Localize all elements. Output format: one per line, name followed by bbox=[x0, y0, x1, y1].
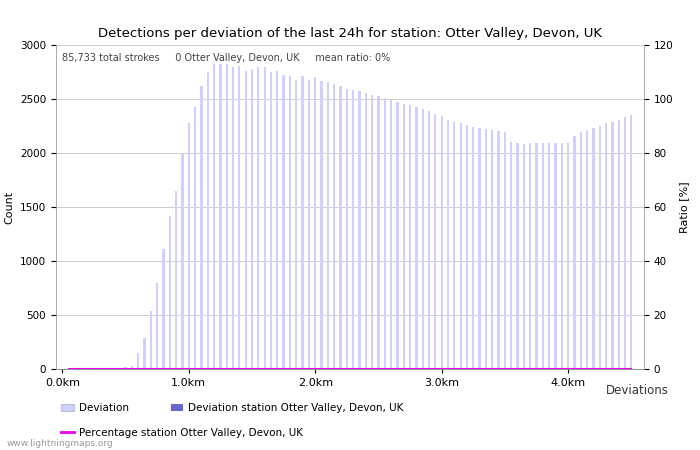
Bar bbox=[529, 143, 531, 369]
Bar bbox=[567, 143, 569, 369]
Bar bbox=[327, 82, 329, 369]
Bar bbox=[630, 115, 633, 369]
Bar bbox=[371, 94, 373, 369]
Bar bbox=[390, 100, 392, 369]
Bar bbox=[440, 116, 443, 369]
Bar bbox=[447, 120, 449, 369]
Bar bbox=[586, 130, 588, 369]
Bar bbox=[434, 114, 437, 369]
Bar bbox=[466, 125, 468, 369]
Title: Detections per deviation of the last 24h for station: Otter Valley, Devon, UK: Detections per deviation of the last 24h… bbox=[98, 27, 602, 40]
Bar bbox=[573, 136, 575, 369]
Bar bbox=[409, 105, 411, 369]
Bar bbox=[225, 64, 228, 369]
Bar bbox=[162, 249, 164, 369]
Bar bbox=[459, 123, 462, 369]
Bar bbox=[276, 71, 279, 369]
Bar bbox=[333, 84, 335, 369]
Bar bbox=[213, 64, 215, 369]
Bar bbox=[340, 86, 342, 369]
Bar bbox=[592, 128, 594, 369]
Y-axis label: Ratio [%]: Ratio [%] bbox=[679, 181, 689, 233]
Bar bbox=[554, 143, 556, 369]
Bar bbox=[473, 127, 475, 369]
Bar bbox=[244, 71, 247, 369]
Legend: Percentage station Otter Valley, Devon, UK: Percentage station Otter Valley, Devon, … bbox=[61, 428, 303, 438]
Bar bbox=[605, 123, 607, 369]
Bar bbox=[358, 91, 361, 369]
Bar bbox=[144, 338, 146, 369]
Bar bbox=[611, 122, 613, 369]
Bar bbox=[617, 120, 620, 369]
Bar bbox=[415, 107, 417, 369]
Bar bbox=[314, 77, 316, 369]
Bar bbox=[510, 142, 512, 369]
Bar bbox=[283, 75, 285, 369]
Text: Deviations: Deviations bbox=[606, 384, 668, 397]
Bar bbox=[523, 144, 525, 369]
Bar bbox=[402, 104, 405, 369]
Bar bbox=[131, 366, 133, 369]
Bar bbox=[321, 81, 323, 369]
Bar bbox=[257, 67, 260, 369]
Bar bbox=[580, 132, 582, 369]
Bar bbox=[150, 310, 152, 369]
Bar bbox=[536, 143, 538, 369]
Bar bbox=[346, 89, 348, 369]
Bar bbox=[396, 102, 398, 369]
Bar bbox=[453, 122, 456, 369]
Bar bbox=[485, 129, 487, 369]
Bar bbox=[561, 143, 563, 369]
Y-axis label: Count: Count bbox=[4, 190, 15, 224]
Bar bbox=[137, 353, 139, 369]
Bar bbox=[251, 69, 253, 369]
Bar bbox=[181, 154, 183, 369]
Bar bbox=[504, 132, 506, 369]
Bar bbox=[302, 76, 304, 369]
Bar bbox=[517, 143, 519, 369]
Bar bbox=[421, 109, 424, 369]
Bar bbox=[598, 126, 601, 369]
Bar bbox=[219, 64, 221, 369]
Bar bbox=[624, 117, 626, 369]
Bar bbox=[491, 130, 494, 369]
Bar bbox=[308, 80, 310, 369]
Bar bbox=[194, 107, 196, 369]
Bar bbox=[175, 191, 177, 369]
Bar bbox=[479, 128, 481, 369]
Bar bbox=[232, 67, 235, 369]
Bar bbox=[295, 80, 298, 369]
Bar bbox=[289, 76, 291, 369]
Bar bbox=[188, 123, 190, 369]
Bar bbox=[169, 216, 171, 369]
Bar bbox=[238, 66, 241, 369]
Bar bbox=[542, 143, 544, 369]
Bar bbox=[156, 283, 158, 369]
Bar bbox=[125, 367, 127, 369]
Bar bbox=[270, 72, 272, 369]
Bar bbox=[498, 131, 500, 369]
Bar bbox=[384, 98, 386, 369]
Text: www.lightningmaps.org: www.lightningmaps.org bbox=[7, 439, 113, 448]
Bar bbox=[377, 96, 379, 369]
Bar bbox=[263, 67, 266, 369]
Bar bbox=[428, 111, 430, 369]
Bar bbox=[200, 86, 202, 369]
Text: 85,733 total strokes     0 Otter Valley, Devon, UK     mean ratio: 0%: 85,733 total strokes 0 Otter Valley, Dev… bbox=[62, 53, 390, 63]
Bar bbox=[352, 90, 354, 369]
Bar bbox=[206, 72, 209, 369]
Bar bbox=[365, 93, 367, 369]
Bar bbox=[548, 143, 550, 369]
